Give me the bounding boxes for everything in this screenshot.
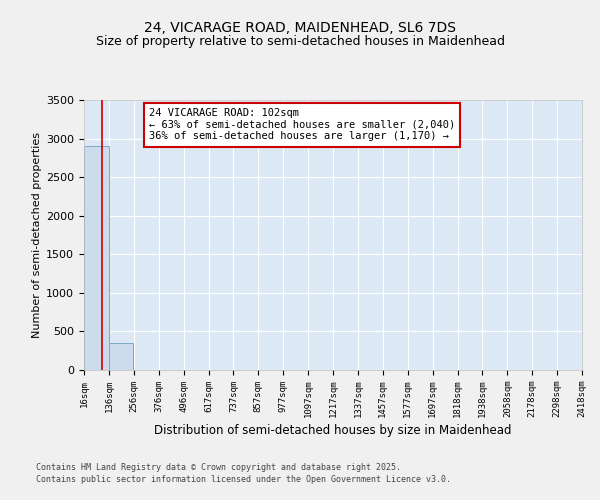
Text: Contains HM Land Registry data © Crown copyright and database right 2025.: Contains HM Land Registry data © Crown c…: [36, 464, 401, 472]
Text: 24, VICARAGE ROAD, MAIDENHEAD, SL6 7DS: 24, VICARAGE ROAD, MAIDENHEAD, SL6 7DS: [144, 20, 456, 34]
Bar: [109, 343, 133, 370]
Text: Contains public sector information licensed under the Open Government Licence v3: Contains public sector information licen…: [36, 475, 451, 484]
X-axis label: Distribution of semi-detached houses by size in Maidenhead: Distribution of semi-detached houses by …: [154, 424, 512, 438]
Text: Size of property relative to semi-detached houses in Maidenhead: Size of property relative to semi-detach…: [95, 34, 505, 48]
Bar: [85, 146, 109, 370]
Y-axis label: Number of semi-detached properties: Number of semi-detached properties: [32, 132, 42, 338]
Text: 24 VICARAGE ROAD: 102sqm
← 63% of semi-detached houses are smaller (2,040)
36% o: 24 VICARAGE ROAD: 102sqm ← 63% of semi-d…: [149, 108, 455, 142]
